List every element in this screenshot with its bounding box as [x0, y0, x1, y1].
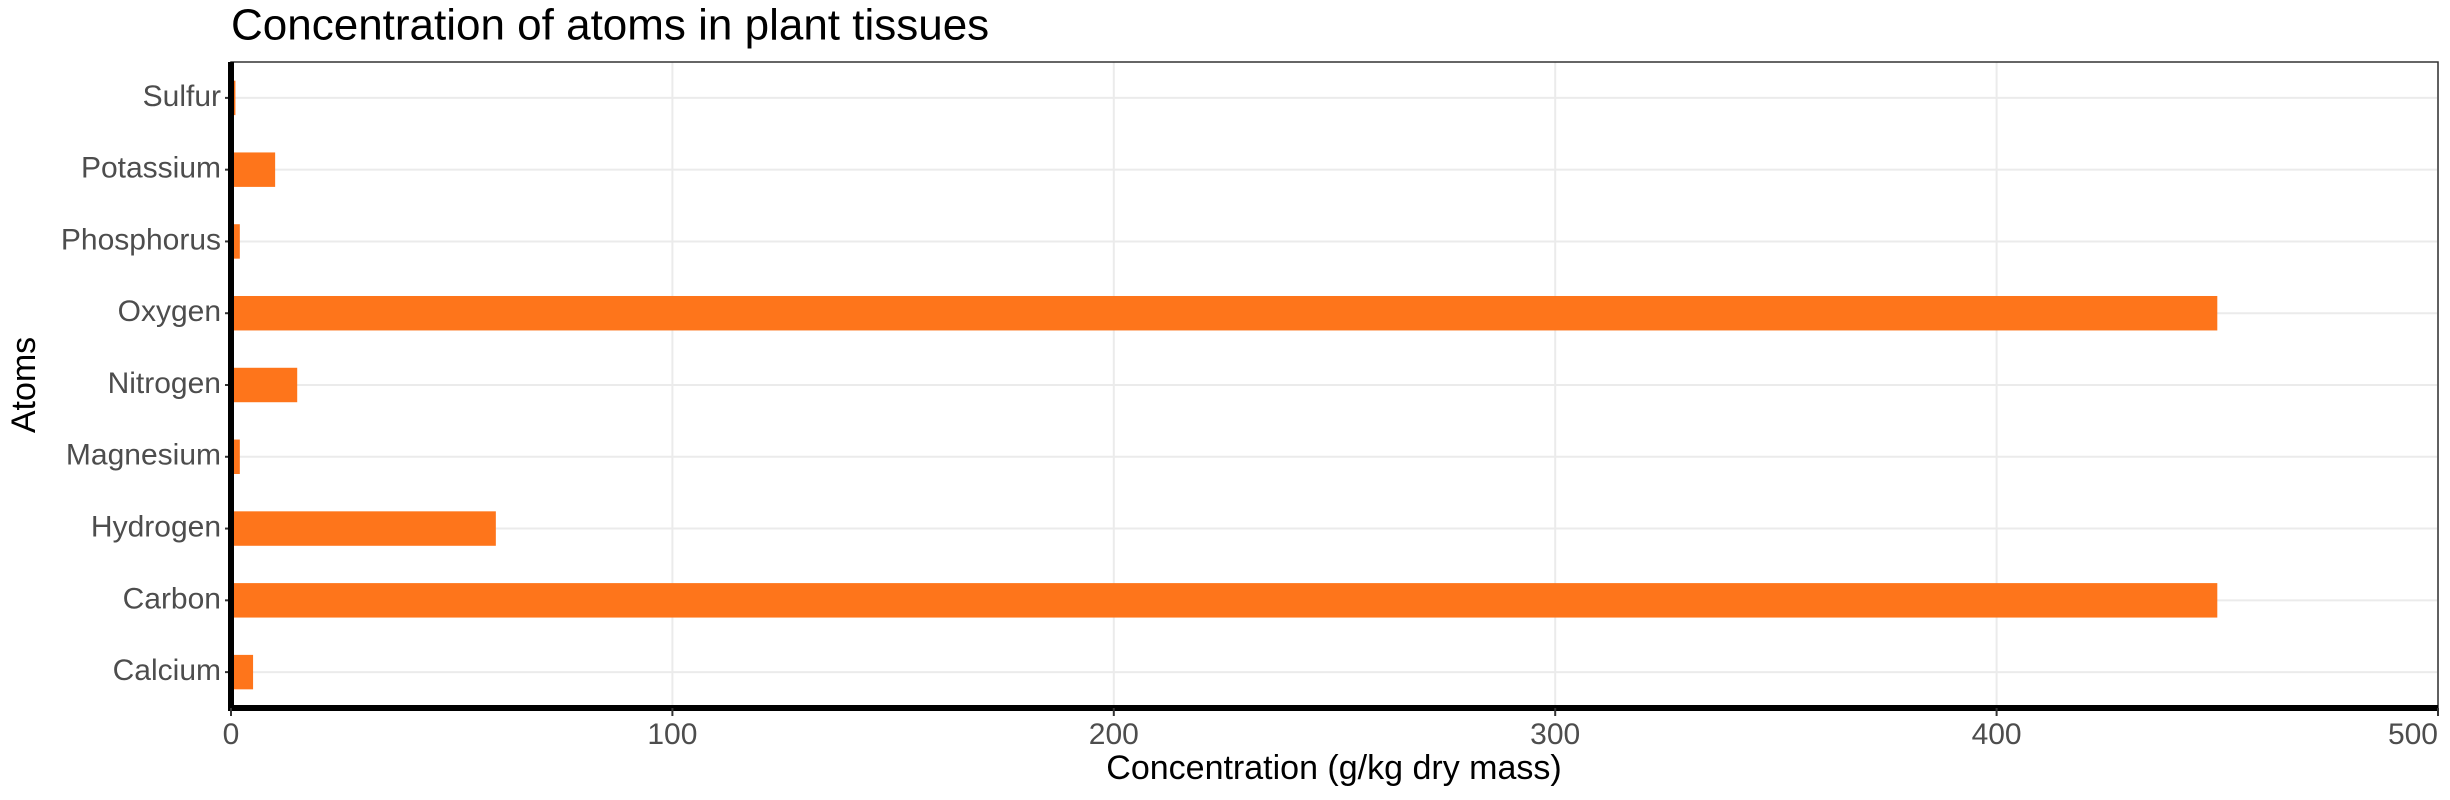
x-tick-label: 300	[1530, 718, 1580, 751]
y-tick-label: Magnesium	[66, 439, 221, 472]
y-tick-label: Potassium	[81, 152, 221, 185]
y-tick-label: Sulfur	[143, 80, 221, 113]
bar	[231, 152, 276, 187]
y-tick-label: Carbon	[123, 582, 221, 615]
x-tick-label: 100	[647, 718, 697, 751]
y-tick-label: Phosphorus	[61, 223, 221, 256]
chart-title: Concentration of atoms in plant tissues	[231, 1, 989, 50]
x-axis-title: Concentration (g/kg dry mass)	[1106, 749, 1561, 787]
bar	[231, 511, 496, 546]
x-tick-label: 0	[223, 718, 240, 751]
x-tick-label: 400	[1972, 718, 2022, 751]
bar	[231, 367, 298, 403]
bar	[231, 295, 2218, 331]
y-axis-title: Atoms	[5, 337, 43, 433]
y-tick-label: Oxygen	[118, 295, 221, 328]
x-tick-label: 500	[2388, 718, 2438, 751]
bar	[231, 583, 2218, 618]
x-tick-label: 200	[1089, 718, 1139, 751]
y-tick-label: Hydrogen	[91, 510, 221, 543]
y-tick-label: Nitrogen	[108, 367, 221, 400]
bar	[231, 224, 240, 259]
y-tick-label: Calcium	[113, 654, 221, 687]
bar	[231, 439, 240, 475]
bar	[231, 654, 254, 690]
